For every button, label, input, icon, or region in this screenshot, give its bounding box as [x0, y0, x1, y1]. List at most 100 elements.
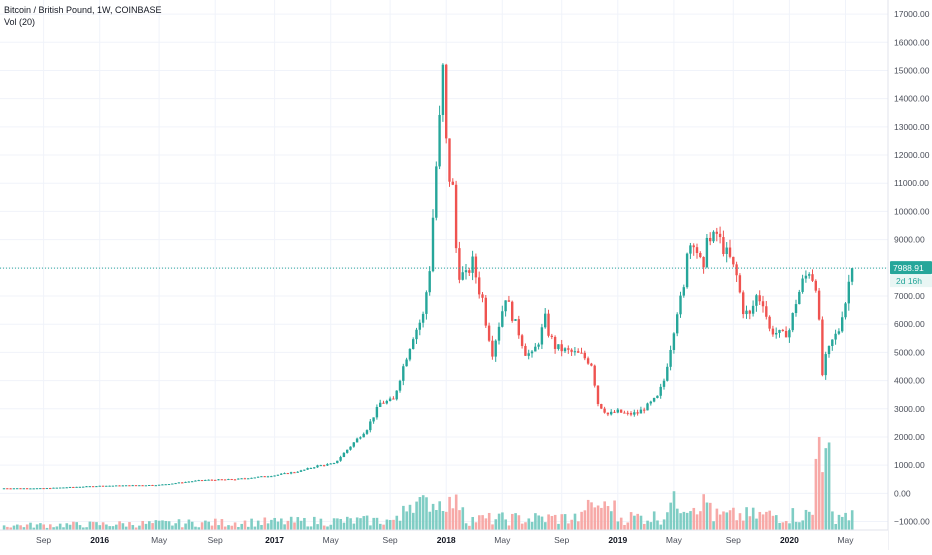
candle-body — [144, 485, 148, 487]
volume-bar — [520, 523, 524, 530]
candle-body — [798, 291, 801, 305]
candle-body — [623, 412, 626, 414]
volume-bar — [841, 516, 844, 530]
candle-body — [626, 412, 629, 414]
volume-bar — [629, 512, 633, 530]
volume-bar — [824, 448, 828, 530]
candle-body — [78, 486, 82, 488]
candle-body — [58, 487, 62, 489]
volume-bar — [847, 520, 851, 530]
volume-bar — [157, 520, 161, 530]
volume-bar — [504, 519, 507, 530]
volume-bar — [425, 497, 428, 530]
candles — [2, 63, 854, 490]
volume-bar — [831, 511, 834, 530]
candle-body — [303, 469, 306, 471]
candle-body — [458, 248, 461, 280]
volume-bar — [817, 436, 821, 530]
candle-body — [128, 485, 131, 487]
candle-body — [600, 404, 603, 409]
volume-bar — [115, 524, 118, 530]
volume-bar — [266, 523, 270, 530]
volume-bar — [141, 520, 144, 530]
candle-body — [530, 351, 534, 354]
time-tick-label: Sep — [726, 535, 741, 545]
candle-body — [355, 438, 359, 443]
volume-bar — [468, 525, 471, 530]
volume-bar — [573, 513, 577, 530]
candle-body — [748, 310, 751, 314]
time-tick-label: Sep — [36, 535, 51, 545]
time-axis[interactable]: Sep 2016 May Sep 2017 May Sep 2018 May Sep 2019 May… — [0, 529, 888, 550]
volume-bar — [379, 523, 382, 530]
volume-bar — [712, 521, 715, 530]
candle-body — [616, 409, 619, 413]
candle-body — [603, 408, 606, 413]
candle-body — [850, 268, 854, 282]
candle-body — [237, 478, 240, 480]
volume-bar — [88, 521, 92, 530]
volume-bar — [745, 507, 748, 530]
volume-bar — [511, 513, 514, 530]
candle-body — [732, 256, 735, 265]
candle-body — [253, 477, 256, 479]
volume-bar — [590, 502, 593, 530]
volume-bar — [659, 524, 663, 530]
candle-body — [844, 303, 847, 318]
volume-bar — [217, 525, 220, 530]
volume-bar — [649, 522, 653, 530]
volume-bar — [544, 522, 547, 530]
candle-body — [352, 442, 355, 447]
candle-body — [72, 486, 75, 488]
volume-bar — [385, 519, 389, 530]
symbol-title[interactable]: Bitcoin / British Pound, 1W, COINBASE — [4, 5, 162, 15]
volume-bar — [808, 511, 811, 530]
volume-bar — [49, 524, 52, 530]
volume-bar — [22, 527, 26, 530]
volume-bar — [537, 515, 540, 530]
last-price-label: 7988.91 — [893, 263, 924, 273]
volume-bar — [359, 518, 362, 530]
volume-bar — [794, 521, 798, 530]
candle-body — [395, 390, 398, 400]
candle-body — [280, 473, 283, 475]
volume-bar — [596, 505, 600, 530]
candle-body — [527, 353, 530, 356]
price-tick-label: 16000.00 — [894, 37, 930, 47]
candle-body — [659, 386, 662, 396]
candle-body — [260, 476, 263, 478]
volume-bar — [16, 524, 19, 530]
candle-body — [583, 352, 586, 359]
volume-bar — [273, 517, 276, 530]
price-tag: 7988.91 2d 16h — [890, 261, 932, 288]
volume-indicator-label[interactable]: Vol (20) — [4, 17, 36, 27]
price-axis[interactable]: 17000.00 16000.00 15000.00 14000.00 13000.00… — [887, 0, 932, 550]
volume-bar — [72, 521, 75, 530]
price-tick-label: 9000.00 — [894, 235, 925, 245]
candle-body — [365, 430, 369, 434]
volume-bar — [788, 523, 791, 530]
volume-bar — [761, 514, 765, 530]
candle-body — [468, 270, 471, 273]
volume-bar — [167, 521, 171, 530]
candle-body — [200, 480, 204, 482]
candle-body — [445, 64, 448, 139]
candle-body — [639, 409, 643, 414]
volume-bar — [646, 520, 649, 530]
candle-body — [425, 292, 428, 314]
price-tick-label: 14000.00 — [894, 94, 930, 104]
volume-bar — [682, 511, 686, 530]
candle-body — [402, 366, 405, 381]
grid — [0, 0, 888, 530]
candle-body — [131, 485, 134, 487]
candle-body — [332, 463, 336, 465]
candle-body — [217, 479, 220, 481]
volume-bar — [52, 527, 55, 530]
candle-body — [9, 488, 12, 490]
volume-bar — [652, 511, 656, 530]
volume-bar — [111, 526, 115, 530]
volume-bar — [553, 514, 557, 530]
candle-body — [745, 310, 748, 315]
volume-bar — [497, 513, 501, 530]
